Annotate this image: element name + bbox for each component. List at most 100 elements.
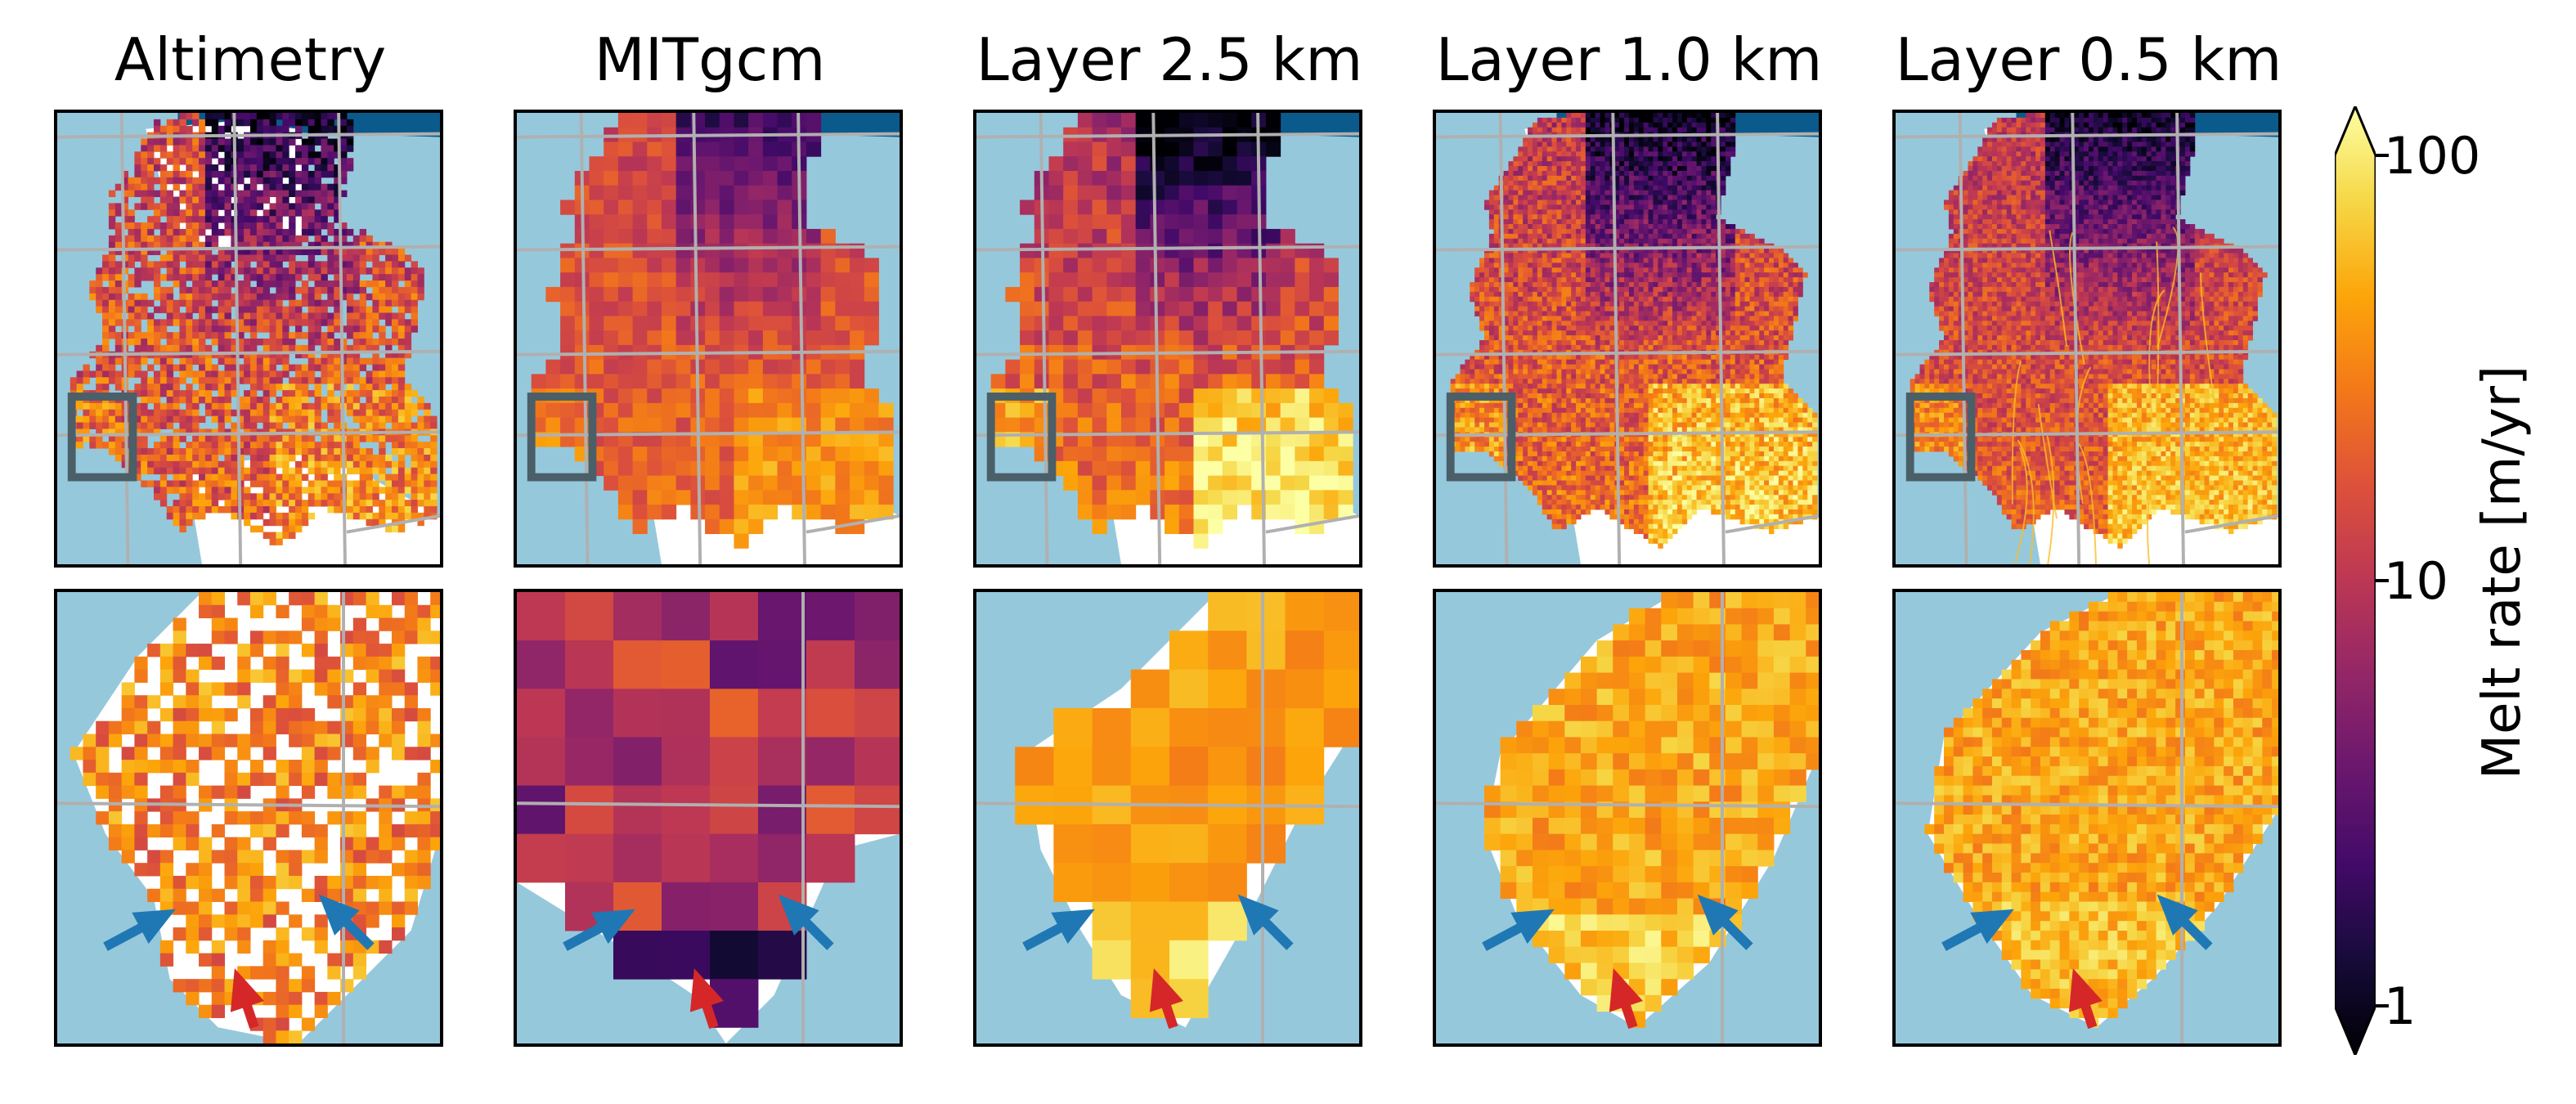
melt-cell	[1120, 432, 1137, 447]
melt-cell	[1323, 490, 1339, 505]
melt-cell	[1092, 505, 1107, 520]
melt-cell	[249, 480, 258, 487]
melt-cell	[256, 261, 264, 268]
melt-cell	[850, 475, 865, 491]
melt-cell	[1658, 113, 1663, 119]
melt-cell	[346, 357, 354, 366]
melt-cell	[1561, 195, 1567, 200]
melt-cell	[392, 442, 399, 449]
melt-cell	[211, 506, 219, 514]
melt-cell	[289, 319, 296, 326]
melt-cell	[1309, 432, 1325, 447]
melt-cell	[1580, 185, 1586, 191]
melt-cell	[719, 417, 734, 433]
melt-cell	[249, 512, 258, 520]
melt-cell	[282, 325, 289, 333]
melt-cell	[159, 435, 168, 442]
melt-cell	[231, 344, 238, 352]
melt-cell	[327, 125, 334, 133]
melt-cell	[1556, 175, 1562, 182]
melt-cell	[231, 390, 238, 397]
melt-cell	[173, 177, 180, 185]
melt-cell	[231, 493, 238, 500]
melt-cell	[1034, 301, 1049, 316]
melt-cell	[404, 396, 412, 404]
melt-cell	[1120, 490, 1137, 505]
melt-cell	[134, 267, 141, 275]
melt-cell	[186, 222, 193, 230]
melt-cell	[218, 442, 225, 449]
melt-cell	[1077, 417, 1093, 433]
melt-cell	[417, 480, 424, 487]
melt-cell	[244, 183, 251, 191]
melt-cell	[1721, 146, 1726, 152]
graticule-line	[692, 113, 702, 564]
melt-cell	[878, 475, 894, 491]
melt-cell	[1667, 127, 1673, 133]
melt-cell	[1020, 344, 1035, 361]
melt-cell	[263, 325, 271, 333]
melt-cell	[282, 196, 289, 204]
melt-cell	[199, 261, 206, 268]
melt-cell	[346, 312, 354, 320]
melt-cell	[1711, 127, 1717, 133]
melt-cell	[675, 301, 691, 316]
melt-cell	[1546, 204, 1553, 210]
melt-cell	[424, 467, 431, 475]
melt-cell	[1106, 316, 1122, 331]
melt-cell	[321, 435, 328, 442]
melt-cell	[173, 241, 180, 249]
melt-cell	[108, 422, 116, 429]
melt-cell	[1711, 238, 1717, 245]
melt-cell	[424, 402, 431, 411]
melt-cell	[173, 448, 180, 456]
melt-cell	[1580, 156, 1586, 162]
melt-cell	[1532, 214, 1538, 220]
melt-cell	[1513, 238, 1519, 245]
melt-cell	[1663, 195, 1668, 200]
melt-cell	[1165, 374, 1180, 389]
melt-cell	[1493, 228, 1500, 235]
melt-cell	[1663, 146, 1668, 152]
melt-cell	[186, 312, 193, 320]
melt-cell	[134, 280, 141, 288]
melt-cell	[192, 138, 200, 146]
melt-cell	[1624, 228, 1630, 235]
melt-cell	[424, 422, 431, 429]
melt-cell	[301, 183, 309, 191]
melt-cell	[1034, 316, 1049, 331]
melt-cell	[108, 209, 116, 217]
melt-cell	[1222, 214, 1238, 230]
melt-cell	[397, 396, 406, 404]
melt-cell	[352, 235, 361, 243]
melt-cell	[204, 183, 213, 191]
melt-cell	[289, 267, 296, 275]
melt-cell	[224, 274, 231, 281]
melt-cell	[1236, 243, 1252, 258]
melt-cell	[1561, 200, 1567, 205]
melt-cell	[249, 299, 258, 307]
melt-cell	[1658, 185, 1663, 191]
melt-cell	[289, 235, 296, 243]
melt-cell	[1730, 151, 1736, 157]
melt-cell	[1165, 301, 1180, 316]
melt-cell	[1721, 156, 1726, 162]
melt-cell	[307, 228, 316, 236]
melt-cell	[269, 209, 276, 217]
melt-cell	[1681, 141, 1688, 147]
melt-cell	[762, 359, 779, 375]
melt-cell	[1590, 238, 1596, 245]
melt-cell	[792, 301, 807, 316]
melt-cell	[417, 396, 424, 404]
melt-cell	[748, 447, 764, 462]
melt-cell	[1648, 146, 1654, 152]
melt-cell	[1595, 214, 1601, 220]
melt-cell	[777, 460, 792, 477]
melt-cell	[835, 258, 850, 273]
melt-cell	[850, 374, 865, 389]
melt-cell	[321, 339, 328, 346]
melt-cell	[1580, 170, 1586, 177]
melt-cell	[295, 319, 303, 326]
melt-cell	[1643, 151, 1649, 157]
melt-cell	[327, 312, 334, 320]
